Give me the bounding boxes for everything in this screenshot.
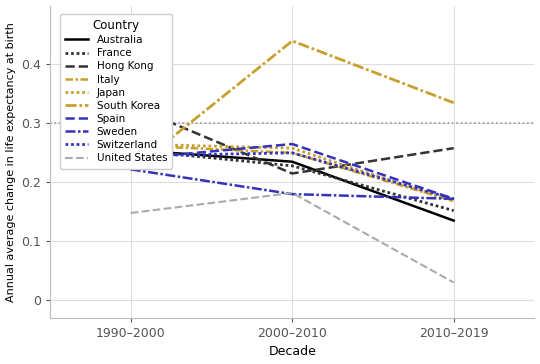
Legend: Australia, France, Hong Kong, Italy, Japan, South Korea, Spain, Sweden, Switzerl: Australia, France, Hong Kong, Italy, Jap… bbox=[60, 14, 172, 169]
Y-axis label: Annual average change in life expectancy at birth: Annual average change in life expectancy… bbox=[5, 22, 16, 302]
X-axis label: Decade: Decade bbox=[268, 345, 316, 359]
